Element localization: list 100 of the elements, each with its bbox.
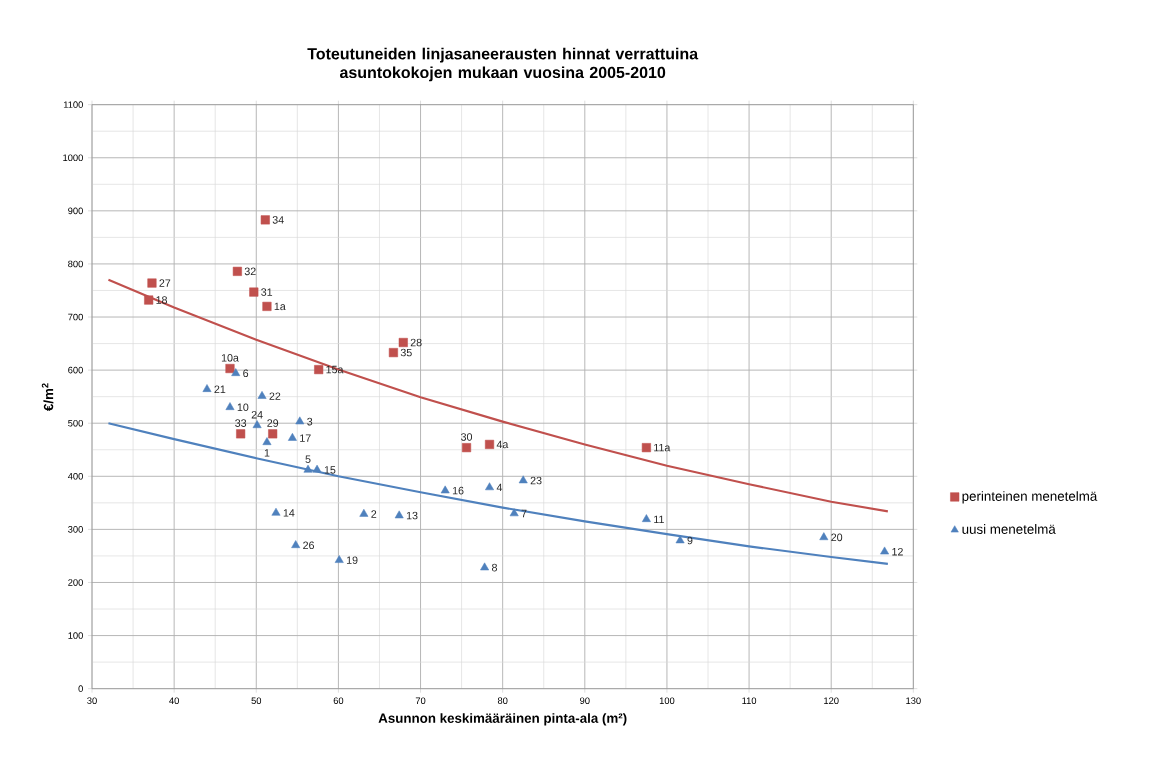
- point: [257, 391, 267, 399]
- y-tick-label: 1000: [63, 154, 83, 162]
- annotation: 17: [300, 434, 311, 442]
- annotation: 10: [237, 403, 249, 412]
- x-tick-label: 90: [580, 697, 590, 705]
- point: [236, 429, 246, 439]
- point: [268, 429, 278, 439]
- y-axis-title: €/m$^{2}$: [41, 383, 54, 412]
- x-tick-label: 130: [906, 697, 921, 705]
- y-tick-label: 600: [68, 367, 83, 374]
- x-tick-label: 70: [415, 697, 426, 705]
- annotation: 21: [214, 385, 226, 394]
- point: [232, 267, 242, 277]
- y-tick-label: 1100: [63, 101, 83, 109]
- y-tick-label: 500: [68, 420, 83, 427]
- annotation: 8: [492, 564, 497, 572]
- annotation: 1a: [274, 302, 286, 311]
- annotation: 27: [159, 279, 171, 287]
- annotation: 11: [654, 515, 664, 524]
- annotation: 6: [243, 369, 249, 378]
- annotation: 10a: [221, 354, 239, 362]
- y-tick-label: 800: [68, 260, 83, 268]
- x-tick-label: 110: [742, 697, 757, 705]
- annotation: 28: [410, 338, 422, 347]
- annotation: 32: [244, 267, 256, 276]
- x-axis-title: Asunnon keskimääräinen pinta-ala (m²): [378, 713, 627, 726]
- annotation: 3: [307, 418, 313, 426]
- annotation: 15: [324, 466, 336, 474]
- point: [147, 278, 157, 288]
- annotation: 24: [251, 411, 263, 419]
- annotation: 35: [400, 348, 412, 357]
- x-tick-label: 30: [87, 697, 97, 705]
- point: [518, 475, 528, 484]
- point: [462, 443, 472, 453]
- annotation: 20: [831, 533, 843, 542]
- point: [225, 364, 235, 374]
- y-tick-label: 100: [68, 632, 83, 640]
- x-tick-label: 100: [659, 697, 675, 705]
- annotation: 23: [530, 476, 542, 485]
- point: [252, 420, 262, 429]
- point: [291, 540, 301, 549]
- annotation: 31: [261, 288, 273, 297]
- annotation: 22: [269, 392, 281, 401]
- annotation: 29: [267, 419, 279, 428]
- point: [819, 532, 829, 541]
- point: [262, 302, 272, 312]
- point: [303, 465, 313, 473]
- annotation: 2: [371, 510, 377, 518]
- annotation: 16: [452, 487, 464, 495]
- point: [388, 348, 398, 358]
- point: [271, 508, 281, 516]
- point: [485, 440, 495, 450]
- point: [287, 433, 297, 441]
- y-tick-label: 0: [78, 685, 83, 693]
- point: [440, 485, 450, 494]
- annotation: 13: [406, 511, 418, 520]
- annotation: 33: [235, 419, 247, 428]
- chart-title: Toteutuneiden linjasaneerausten hinnat verrattuina asuntokokojen mukaan vuosina 2005-2010: [307, 47, 699, 82]
- point: [144, 295, 154, 305]
- annotation: 5: [305, 455, 311, 464]
- y-tick-label: 900: [68, 207, 83, 215]
- y-tick-label: 700: [68, 313, 83, 321]
- point: [225, 402, 235, 411]
- legend-label: uusi menetelmä: [962, 524, 1056, 535]
- annotation: 19: [346, 556, 358, 565]
- x-tick-label: 120: [824, 697, 839, 705]
- point: [509, 508, 519, 517]
- y-tick-label: 200: [68, 579, 83, 586]
- point: [312, 465, 322, 473]
- point: [359, 509, 369, 517]
- legend-label: perinteinen menetelmä: [962, 491, 1098, 504]
- point: [485, 482, 494, 491]
- x-tick-label: 80: [497, 697, 508, 705]
- point: [394, 510, 404, 519]
- point: [295, 416, 305, 425]
- point: [314, 365, 324, 375]
- annotation: 1: [264, 449, 270, 457]
- annotation: 11a: [654, 444, 671, 452]
- point: [480, 562, 490, 571]
- annotation: 4a: [496, 440, 509, 449]
- y-tick-label: 300: [68, 526, 83, 533]
- annotation: 9: [687, 536, 693, 545]
- point: [260, 215, 270, 225]
- point: [262, 437, 272, 446]
- point: [334, 555, 344, 564]
- y-tick-label: 400: [67, 473, 83, 480]
- annotation: 7: [521, 509, 527, 518]
- point: [398, 338, 408, 348]
- point: [880, 546, 890, 555]
- annotation: 26: [303, 541, 315, 550]
- point: [641, 514, 651, 523]
- point: [641, 443, 651, 453]
- x-tick-label: 50: [251, 697, 262, 705]
- annotation: 14: [283, 509, 295, 517]
- point: [231, 368, 241, 377]
- annotation: 34: [272, 216, 284, 224]
- annotation: 4: [496, 483, 503, 492]
- x-tick-label: 60: [333, 697, 344, 705]
- x-tick-label: 40: [169, 697, 179, 705]
- annotation: 30: [461, 433, 473, 441]
